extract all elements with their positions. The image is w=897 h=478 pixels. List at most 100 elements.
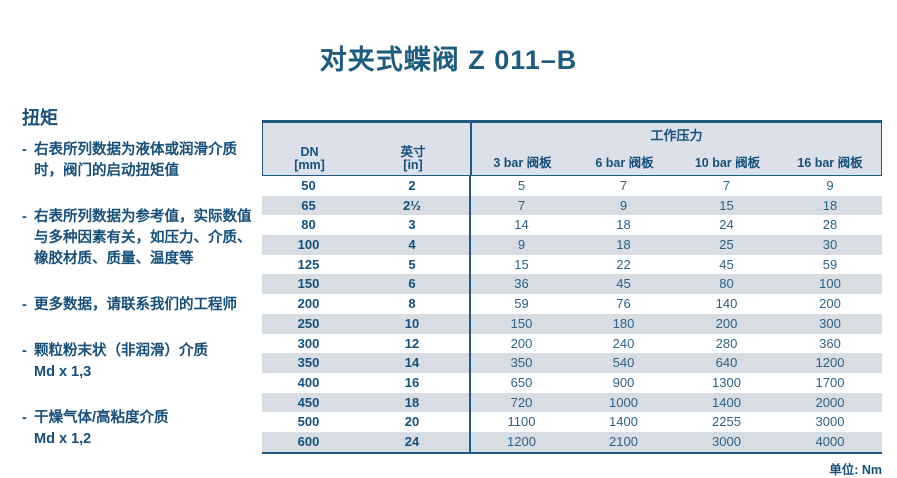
page-title: 对夹式蝶阀 Z 011–B	[319, 45, 578, 75]
torque-value-cell: 3000	[712, 433, 741, 449]
inch-cell: 10	[404, 315, 420, 331]
dn-cell: 200	[297, 296, 320, 312]
torque-value-cell: 30	[822, 237, 838, 253]
torque-value-cell: 650	[469, 372, 572, 393]
torque-value-cell: 2255	[712, 414, 741, 430]
torque-value-cell: 1200	[469, 431, 572, 452]
torque-value-cell: 76	[616, 296, 631, 312]
dn-cell: 600	[297, 433, 320, 449]
bullet-dash: -	[22, 410, 27, 426]
bullet-dash: -	[22, 343, 27, 359]
torque-value-cell: 1400	[609, 414, 638, 430]
torque-value-cell: 150	[469, 313, 572, 334]
inch-cell: 24	[404, 433, 420, 449]
torque-value-cell: 1100	[469, 412, 572, 432]
inch-cell: 20	[404, 414, 420, 430]
torque-value-cell: 18	[616, 237, 631, 253]
torque-value-cell: 3000	[815, 414, 845, 430]
torque-value-cell: 360	[819, 335, 841, 351]
inch-cell: 14	[404, 355, 420, 371]
torque-value-cell: 45	[616, 276, 631, 292]
table-body: 50 2 5 7 7 9 65 2½ 7 9 15 18 80 3 14 18 24 28 100 4 9 18 25 30 1…	[262, 176, 882, 454]
torque-value-cell: 350	[469, 353, 572, 373]
table-row: 250 10 150 180 200 300	[262, 313, 882, 334]
torque-value-cell: 7	[722, 178, 731, 193]
torque-value-cell: 200	[819, 296, 841, 312]
inch-cell: 4	[408, 237, 416, 253]
torque-value-cell: 180	[612, 315, 635, 331]
torque-value-cell: 720	[469, 392, 572, 413]
torque-value-cell: 59	[822, 256, 838, 272]
table-row: 80 3 14 18 24 28	[262, 215, 882, 236]
dn-cell: 150	[297, 276, 320, 292]
col-header-16bar: 16 bar 阀板	[797, 156, 863, 170]
torque-value-cell: 7	[619, 178, 628, 193]
note-text: 右表所列数据为参考值，实际数值与多种因素有关，如压力、介质、橡胶材质、质量、温度…	[34, 209, 252, 267]
torque-value-cell: 36	[469, 274, 572, 295]
col-header-3bar: 3 bar 阀板	[470, 145, 573, 176]
dn-cell: 350	[297, 355, 320, 371]
torque-heading: 扭矩	[22, 108, 58, 128]
bullet-dash: -	[22, 142, 27, 158]
torque-value-cell: 9	[619, 197, 628, 213]
torque-value-cell: 1300	[712, 374, 741, 390]
torque-value-cell: 24	[719, 217, 734, 233]
torque-value-cell: 59	[469, 294, 572, 314]
col-header-6bar: 6 bar 阀板	[595, 156, 654, 170]
torque-value-cell: 22	[616, 256, 631, 272]
torque-value-cell: 640	[715, 355, 738, 371]
torque-value-cell: 1200	[815, 355, 845, 371]
inch-cell: 16	[404, 374, 420, 390]
dn-cell: 450	[297, 394, 320, 410]
note-liquid-media: - 右表所列数据为液体或润滑介质时，阀门的启动扭矩值	[22, 140, 262, 182]
torque-value-cell: 240	[612, 335, 635, 351]
torque-value-cell: 7	[469, 195, 572, 216]
torque-value-cell: 540	[612, 355, 635, 371]
inch-cell: 5	[408, 256, 416, 272]
torque-value-cell: 1000	[609, 394, 638, 410]
table-row: 65 2½ 7 9 15 18	[262, 195, 882, 216]
torque-value-cell: 900	[612, 374, 635, 390]
note-text: 颗粒粉末状（非润滑）介质	[34, 343, 208, 359]
torque-value-cell: 15	[469, 254, 572, 275]
note-multiplier: Md x 1,2	[34, 431, 92, 447]
note-text: 干燥气体/高粘度介质	[34, 410, 169, 426]
torque-value-cell: 18	[822, 197, 838, 213]
table-row: 300 12 200 240 280 360	[262, 333, 882, 354]
dn-cell: 400	[297, 374, 320, 390]
torque-value-cell: 28	[822, 217, 838, 233]
torque-value-cell: 18	[616, 217, 631, 233]
torque-value-cell: 200	[469, 333, 572, 354]
note-reference-values: - 右表所列数据为参考值，实际数值与多种因素有关，如压力、介质、橡胶材质、质量、…	[22, 207, 262, 270]
table-row: 450 18 720 1000 1400 2000	[262, 392, 882, 413]
unit-note: 单位: Nm	[829, 462, 882, 477]
torque-value-cell: 1700	[815, 374, 845, 390]
torque-value-cell: 2000	[815, 394, 845, 410]
col-header-inch: 英寸 [in]	[400, 145, 426, 172]
inch-cell: 18	[404, 394, 420, 410]
table-row: 350 14 350 540 640 1200	[262, 353, 882, 373]
inch-cell: 6	[408, 276, 416, 292]
table-row: 100 4 9 18 25 30	[262, 235, 882, 255]
torque-value-cell: 200	[715, 315, 738, 331]
dn-cell: 125	[297, 256, 320, 272]
dn-cell: 300	[297, 335, 320, 351]
dn-cell: 80	[301, 217, 316, 233]
torque-value-cell: 80	[719, 276, 734, 292]
torque-value-cell: 45	[719, 256, 734, 272]
notes-sidebar: 扭矩 - 右表所列数据为液体或润滑介质时，阀门的启动扭矩值 - 右表所列数据为参…	[22, 104, 262, 475]
bullet-dash: -	[22, 209, 27, 225]
torque-value-cell: 140	[715, 296, 738, 312]
table-row: 600 24 1200 2100 3000 4000	[262, 431, 882, 452]
dn-cell: 500	[297, 414, 320, 430]
col-group-working-pressure: 工作压力	[470, 123, 881, 145]
torque-value-cell: 1400	[712, 394, 741, 410]
note-dry-gas-media: - 干燥气体/高粘度介质 Md x 1,2	[22, 408, 262, 450]
table-row: 125 5 15 22 45 59	[262, 254, 882, 275]
torque-value-cell: 100	[819, 276, 841, 292]
inch-cell: 12	[404, 335, 420, 351]
torque-value-cell: 300	[819, 315, 841, 331]
note-contact-engineers: - 更多数据，请联系我们的工程师	[22, 295, 262, 316]
inch-cell: 2½	[402, 197, 422, 213]
